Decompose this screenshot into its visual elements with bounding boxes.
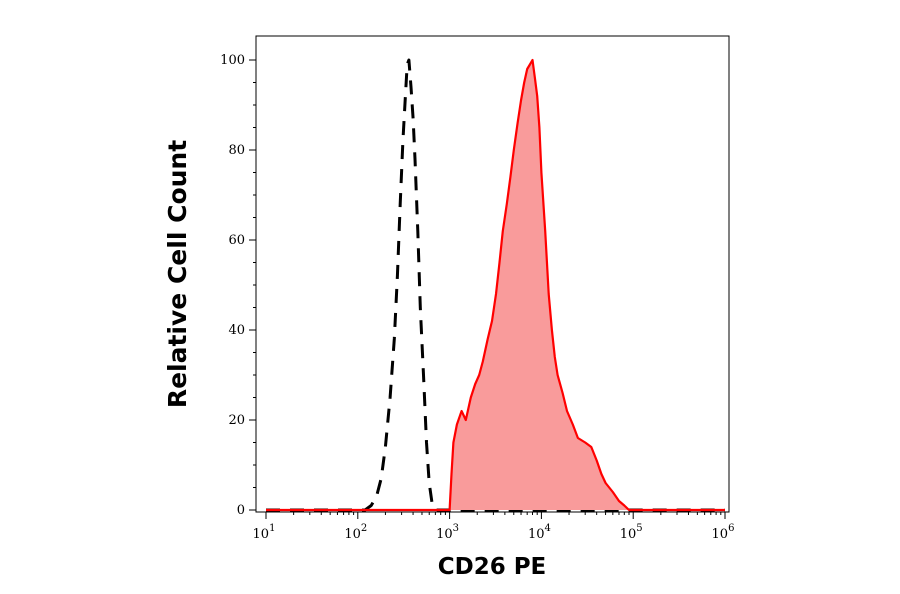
series-1-line [266, 58, 725, 512]
y-axis: 0 20 40 60 80 100 [220, 53, 256, 518]
x-axis-label: CD26 PE [438, 554, 547, 580]
x-tick-label: 105 [620, 523, 643, 542]
x-tick-label: 104 [528, 523, 551, 542]
y-tick-label: 0 [237, 503, 245, 518]
x-tick-label: 101 [253, 523, 276, 542]
series-1-area [266, 60, 725, 510]
y-axis-label: Relative Cell Count [163, 140, 192, 408]
plot-frame [255, 35, 730, 513]
x-tick-label: 102 [344, 523, 367, 542]
x-tick-label: 106 [712, 523, 735, 542]
x-axis: 101 102 103 104 105 106 [253, 512, 735, 542]
y-tick-label: 60 [228, 233, 245, 248]
series-group [266, 58, 725, 512]
series-0-line [266, 58, 725, 512]
y-tick-label: 80 [228, 143, 245, 158]
y-tick-label: 40 [228, 323, 245, 338]
y-tick-label: 100 [220, 53, 245, 68]
y-tick-label: 20 [228, 413, 245, 428]
x-tick-label: 103 [436, 523, 459, 542]
